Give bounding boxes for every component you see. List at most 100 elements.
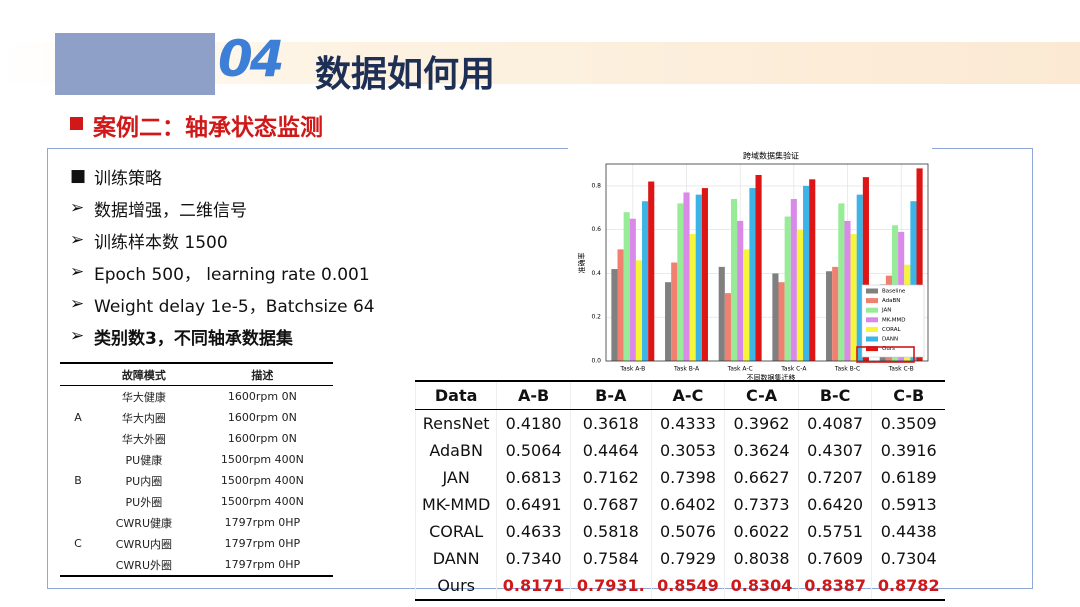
group-cell: B [74, 474, 82, 487]
cell: JAN [414, 464, 497, 491]
header-cell: C-B [871, 381, 945, 410]
header-row: Data A-B B-A A-C C-A B-C C-B [414, 381, 945, 410]
bullet: ➢ 数据增强，二维信号 [70, 192, 375, 224]
bar [844, 220, 851, 361]
cell: 1797rpm 0HP [224, 558, 301, 571]
section-marker [70, 117, 83, 130]
cell: 0.7340 [496, 545, 571, 572]
cell: 0.5751 [797, 518, 872, 545]
bullet: ➢ 类别数3，不同轴承数据集 [70, 320, 375, 352]
x-tick-label: Task C-B [888, 366, 914, 373]
bar [730, 199, 738, 361]
cell: 0.3053 [650, 437, 725, 464]
fault-table: 故障模式 描述 A 华大健康 1600rpm 0N 华大内圈 1600rpm 0N 华大外圈 1… [60, 362, 333, 577]
cell: 0.4307 [797, 437, 872, 464]
row: Ours 0.8171 0.7931. 0.8549 0.8304 0.8387 0.878… [414, 572, 945, 600]
legend-label: MK-MMD [882, 317, 906, 323]
row: AdaBN 0.5064 0.4464 0.3053 0.3624 0.4307 0.391… [414, 437, 945, 464]
chart-title: 跨域数据集验证 [743, 151, 799, 161]
bar [743, 249, 750, 361]
row: 华大外圈 1600rpm 0N [60, 428, 333, 449]
cell: 1600rpm 0N [227, 390, 297, 403]
bar [737, 220, 744, 361]
bar [648, 181, 655, 361]
bar [790, 199, 797, 361]
cell: 0.3509 [871, 409, 945, 437]
header-cell: 描述 [191, 363, 333, 386]
bar [803, 185, 810, 361]
cell: 0.7687 [569, 491, 652, 518]
bar [772, 273, 779, 361]
bar [910, 201, 917, 361]
row: C CWRU健康 1797rpm 0HP [60, 512, 333, 550]
legend-swatch [866, 346, 878, 352]
bar [778, 282, 785, 361]
y-tick-label: 0.4 [591, 270, 601, 277]
cell: 华大外圈 [121, 432, 166, 446]
bar [749, 188, 756, 361]
cell: CWRU内圈 [115, 537, 173, 551]
cell: 0.7398 [650, 464, 725, 491]
cell: 0.7304 [871, 545, 945, 572]
header-cell: Data [414, 381, 497, 410]
cell: 0.5076 [650, 518, 725, 545]
cell: 0.6420 [797, 491, 872, 518]
y-tick-label: 0.2 [591, 314, 601, 321]
row: PU内圈 1500rpm 400N [60, 470, 333, 491]
y-axis-label: 准确率 [577, 253, 586, 274]
bar [623, 212, 630, 361]
cell: 0.3916 [871, 437, 945, 464]
header-cell: B-A [569, 381, 652, 410]
cell: 0.4087 [797, 409, 872, 437]
cell: 0.5913 [871, 491, 945, 518]
results-table: Data A-B B-A A-C C-A B-C C-B RensNet 0.4180 0.361… [414, 380, 945, 601]
bullet-list: ■ 训练策略 ➢ 数据增强，二维信号 ➢ 训练样本数 1500 ➢ Epoch 500，… [70, 160, 375, 352]
legend-swatch [866, 288, 878, 294]
bar [862, 177, 869, 361]
legend-label: JAN [881, 308, 891, 314]
cell: 华大内圈 [121, 411, 166, 425]
cell: 0.6491 [496, 491, 571, 518]
bar [838, 203, 845, 361]
bar [856, 194, 863, 361]
cell: MK-MMD [414, 491, 497, 518]
bullet-text: 数据增强，二维信号 [94, 200, 247, 221]
row: A 华大健康 1600rpm 0N [60, 386, 333, 424]
cell: 1797rpm 0HP [224, 516, 301, 529]
header-number: 04 [218, 30, 285, 88]
cell: 0.7931. [569, 572, 652, 600]
cell: 0.8171 [496, 572, 571, 600]
cell: 0.8038 [724, 545, 799, 572]
header-cell: B-C [797, 381, 872, 410]
cell: 1797rpm 0HP [224, 537, 301, 550]
bar [665, 282, 672, 361]
cell: 0.5818 [569, 518, 652, 545]
bar [755, 174, 762, 361]
x-tick-label: Task B-C [834, 366, 860, 373]
section-title: 案例二：轴承状态监测 [93, 115, 323, 141]
cell: RensNet [414, 409, 497, 437]
cell: DANN [414, 545, 497, 572]
row: CWRU外圈 1797rpm 0HP [60, 554, 333, 576]
bar [689, 234, 696, 361]
cell: 0.4464 [569, 437, 652, 464]
header-cell: C-A [724, 381, 799, 410]
highlight-box [856, 346, 915, 363]
header-cell: A-C [650, 381, 725, 410]
bar [671, 262, 678, 361]
cell: 0.4333 [650, 409, 725, 437]
bullet-text: 训练策略 [94, 168, 162, 189]
bar [611, 269, 618, 361]
legend-label: Baseline [882, 289, 906, 295]
cell: PU健康 [125, 453, 163, 467]
cell: 0.3618 [569, 409, 652, 437]
bar [832, 266, 839, 361]
bar [826, 271, 833, 361]
cell: 0.3962 [724, 409, 799, 437]
cell: 1600rpm 0N [227, 432, 297, 445]
legend-label: Ours [882, 346, 895, 352]
row: B PU健康 1500rpm 400N [60, 449, 333, 487]
legend-swatch [866, 307, 878, 313]
cell: 0.6022 [724, 518, 799, 545]
